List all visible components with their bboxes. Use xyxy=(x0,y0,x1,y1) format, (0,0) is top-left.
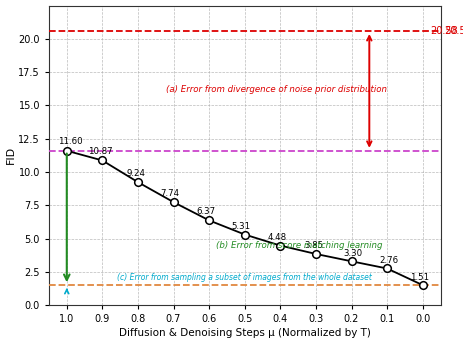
Text: (c) Error from sampling a subset of images from the whole dataset: (c) Error from sampling a subset of imag… xyxy=(116,273,371,282)
Text: 6.37: 6.37 xyxy=(195,207,215,216)
Text: 2.76: 2.76 xyxy=(379,256,398,265)
Text: (a) Error from divergence of noise prior distribution: (a) Error from divergence of noise prior… xyxy=(166,85,387,94)
Text: 11.60: 11.60 xyxy=(58,137,82,146)
Text: 1.51: 1.51 xyxy=(409,273,428,282)
Text: 3.30: 3.30 xyxy=(343,249,362,258)
Y-axis label: FID: FID xyxy=(6,146,16,164)
Text: (b) Error from score matching learning: (b) Error from score matching learning xyxy=(216,241,382,250)
Text: 9.24: 9.24 xyxy=(126,169,145,178)
Text: 4.48: 4.48 xyxy=(267,233,286,241)
Text: 5.31: 5.31 xyxy=(231,222,250,230)
Text: 3.85: 3.85 xyxy=(304,241,323,250)
X-axis label: Diffusion & Denoising Steps μ (Normalized by T): Diffusion & Denoising Steps μ (Normalize… xyxy=(119,329,370,338)
Text: 20.58: 20.58 xyxy=(444,26,463,36)
Text: 7.74: 7.74 xyxy=(160,189,179,198)
Text: 20.58: 20.58 xyxy=(429,26,457,36)
Text: 10.87: 10.87 xyxy=(88,147,113,156)
